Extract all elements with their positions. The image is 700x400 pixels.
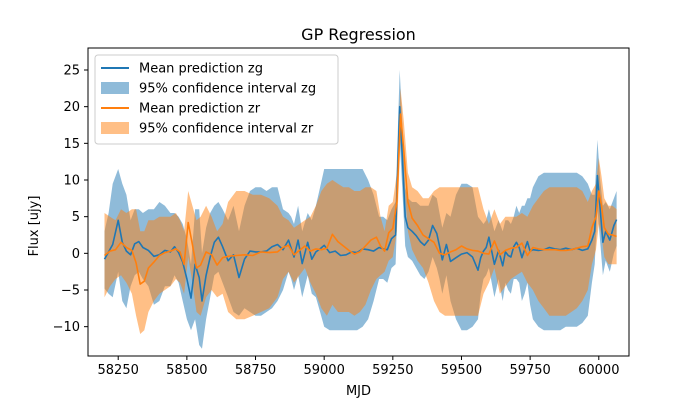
- y-tick-label: 20: [63, 100, 80, 115]
- mean-line-zr: [104, 113, 617, 285]
- x-tick-label: 58750: [235, 363, 276, 378]
- y-tick-label: −10: [53, 320, 80, 335]
- plot-area: [103, 70, 618, 349]
- confidence-band-zr: [104, 88, 617, 334]
- x-tick-label: 60000: [578, 363, 619, 378]
- x-tick-label: 59750: [509, 363, 550, 378]
- legend-swatch-band: [101, 122, 129, 134]
- x-tick-label: 59250: [372, 363, 413, 378]
- legend-label: Mean prediction zg: [139, 62, 263, 77]
- x-tick-label: 59000: [303, 363, 344, 378]
- x-tick-label: 59500: [441, 363, 482, 378]
- y-tick-label: 5: [72, 210, 80, 225]
- legend: Mean prediction zg 95% confidence interva…: [94, 54, 339, 145]
- y-tick-label: 15: [63, 137, 80, 152]
- y-tick-label: −5: [61, 284, 80, 299]
- legend-box: [94, 54, 339, 145]
- y-tick-label: 25: [63, 64, 80, 79]
- chart-title: GP Regression: [301, 25, 416, 44]
- legend-label: Mean prediction zr: [139, 102, 261, 117]
- x-tick-label: 58500: [166, 363, 207, 378]
- plot-frame: [87, 47, 630, 357]
- y-axis-label: Flux [ujy]: [27, 196, 42, 257]
- legend-label: 95% confidence interval zr: [139, 122, 314, 137]
- y-tick-label: 10: [63, 174, 80, 189]
- axes: 58250 58500 58750 59000 59250 59500 59750 60000…: [53, 47, 630, 378]
- y-tick-label: 0: [72, 247, 80, 262]
- x-tick-label: 58250: [98, 363, 139, 378]
- legend-swatch-band: [101, 82, 129, 94]
- x-axis-label: MJD: [346, 384, 371, 399]
- legend-label: 95% confidence interval zg: [139, 82, 316, 97]
